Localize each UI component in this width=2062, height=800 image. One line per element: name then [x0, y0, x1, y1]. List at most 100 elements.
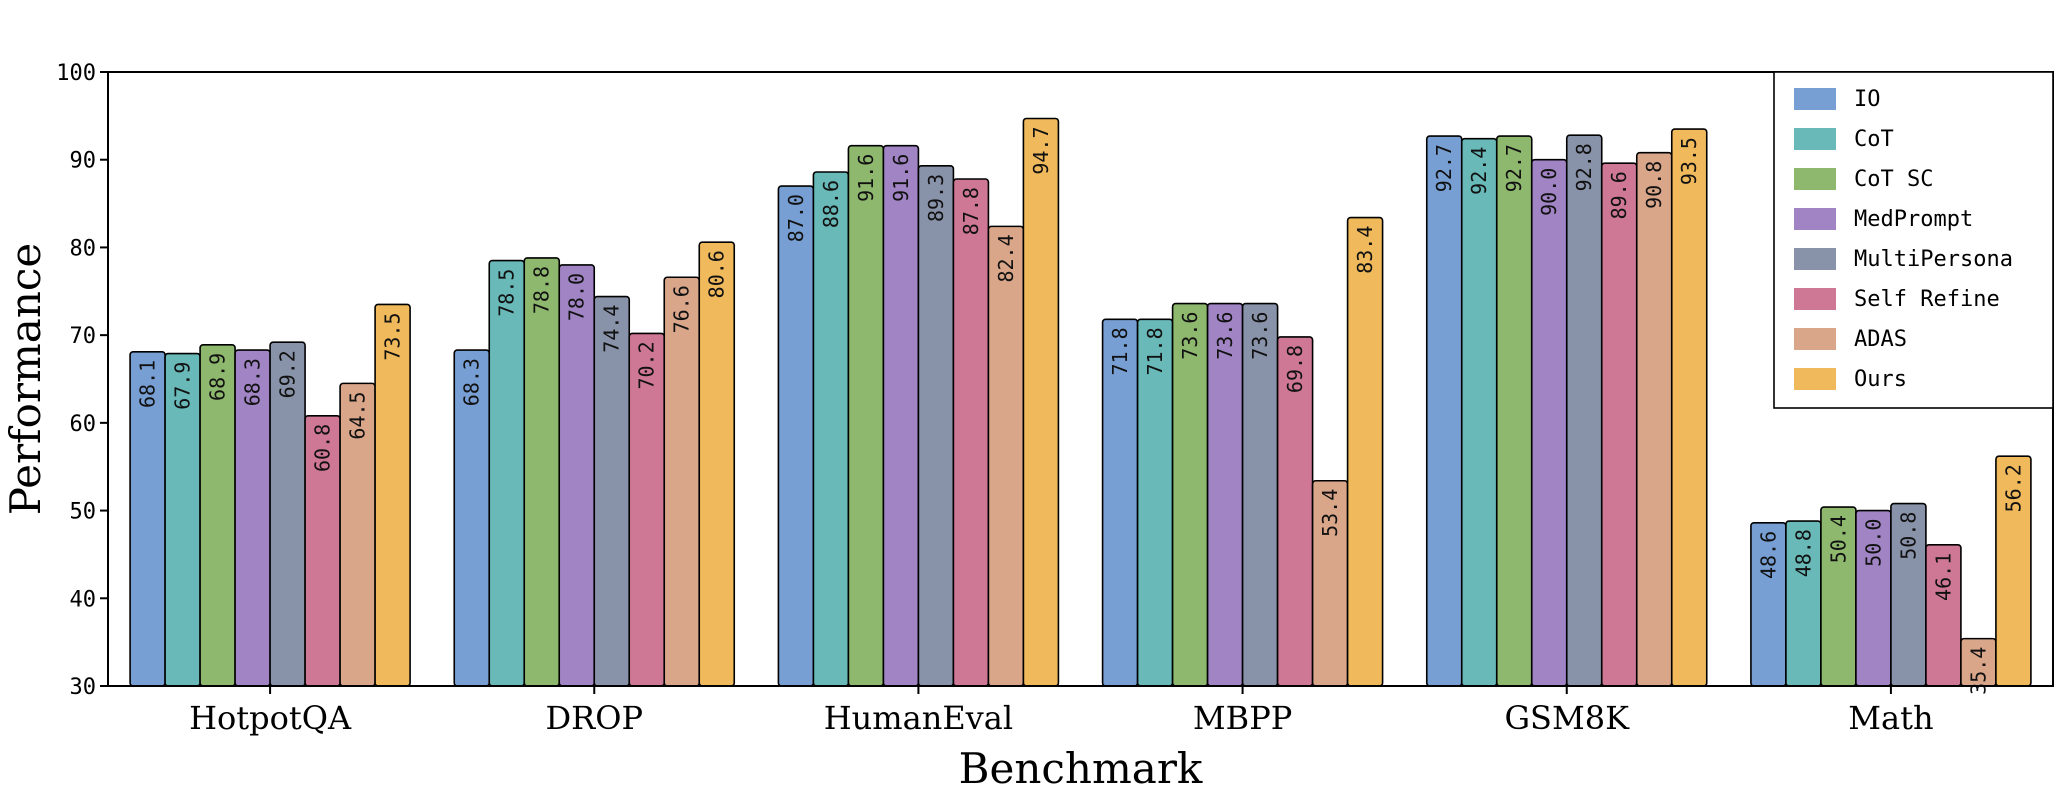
- y-tick-label: 80: [70, 236, 97, 261]
- y-tick-label: 90: [70, 149, 97, 174]
- bar-cot-drop: [488, 259, 526, 687]
- bar-ours-gsm8k: [1670, 128, 1708, 687]
- y-tick-label: 60: [70, 412, 97, 437]
- y-axis-title: Performance: [1, 243, 50, 516]
- bar-value-label: 35.4: [1966, 647, 1990, 695]
- bar-value-label: 91.6: [854, 154, 878, 202]
- bar-labels-layer: 68.1 67.9 68.9 68.3 69.2 60.8 64.5 73.5 68.3 78.5…: [136, 126, 2026, 694]
- legend-label: MedPrompt: [1854, 207, 1973, 232]
- bar-value-label: 50.4: [1826, 515, 1850, 563]
- bar-value-label: 91.6: [889, 154, 913, 202]
- bar-value-label: 70.2: [635, 341, 659, 389]
- bar-medprompt-gsm8k: [1530, 158, 1568, 687]
- bar-value-label: 78.5: [495, 269, 519, 317]
- x-tick-label: Math: [1848, 699, 1933, 737]
- bar-value-label: 48.6: [1756, 531, 1780, 579]
- bar-value-label: 92.7: [1502, 144, 1526, 192]
- y-tick-label: 100: [56, 61, 96, 86]
- bar-io-humaneval: [777, 185, 815, 687]
- y-tick-label: 70: [70, 324, 97, 349]
- bar-self-refine-gsm8k: [1600, 162, 1638, 687]
- legend-label: IO: [1854, 87, 1881, 112]
- bar-value-label: 90.8: [1642, 161, 1666, 209]
- x-tick-label: HotpotQA: [189, 699, 352, 737]
- bars-layer: [129, 117, 2032, 687]
- bar-value-label: 71.8: [1143, 327, 1167, 375]
- bar-value-label: 53.4: [1318, 489, 1342, 537]
- legend-label: CoT SC: [1854, 167, 1933, 192]
- bar-value-label: 73.6: [1213, 312, 1237, 360]
- bar-value-label: 90.0: [1537, 168, 1561, 216]
- bar-adas-humaneval: [987, 225, 1025, 687]
- bar-value-label: 78.0: [565, 273, 589, 321]
- bar-medprompt-drop: [558, 264, 596, 687]
- bar-cot-sc-drop: [523, 257, 561, 687]
- y-tick-label: 40: [70, 587, 97, 612]
- bar-cot-sc-humaneval: [847, 144, 885, 687]
- bar-value-label: 68.3: [460, 358, 484, 406]
- bar-ours-hotpotqa: [374, 303, 411, 687]
- legend-label: CoT: [1854, 127, 1894, 152]
- legend: IO CoT CoT SC MedPrompt MultiPersona Self Ref…: [1773, 71, 2054, 409]
- bar-value-label: 83.4: [1353, 226, 1377, 274]
- legend-swatch: [1794, 368, 1836, 390]
- bar-value-label: 73.6: [1178, 312, 1202, 360]
- bar-cot-sc-mbpp: [1171, 302, 1209, 687]
- x-axis: HotpotQA DROP HumanEval MBPP GSM8K Math: [189, 686, 1934, 737]
- bar-ours-mbpp: [1346, 216, 1384, 687]
- bar-value-label: 82.4: [994, 234, 1018, 282]
- bar-value-label: 92.4: [1467, 147, 1491, 195]
- bar-value-label: 68.9: [206, 353, 230, 401]
- y-axis: 30 40 50 60 70 80 90 100: [56, 61, 108, 700]
- bar-value-label: 60.8: [311, 424, 335, 472]
- bar-value-label: 73.6: [1248, 312, 1272, 360]
- legend-swatch: [1794, 208, 1836, 230]
- bar-ours-drop: [698, 241, 736, 687]
- bar-io-gsm8k: [1425, 135, 1463, 687]
- x-axis-title: Benchmark: [959, 744, 1203, 793]
- bar-adas-drop: [663, 276, 701, 687]
- bar-self-refine-humaneval: [952, 178, 990, 687]
- bar-adas-gsm8k: [1635, 151, 1673, 687]
- bar-value-label: 64.5: [346, 391, 370, 439]
- bar-cot-sc-gsm8k: [1495, 135, 1533, 687]
- x-tick-label: HumanEval: [824, 699, 1013, 737]
- bar-value-label: 78.8: [530, 266, 554, 314]
- x-tick-label: GSM8K: [1504, 699, 1630, 737]
- bar-value-label: 74.4: [600, 305, 624, 353]
- bar-value-label: 76.6: [670, 285, 694, 333]
- bar-value-label: 92.8: [1572, 143, 1596, 191]
- bar-value-label: 68.3: [241, 358, 265, 406]
- legend-frame: [1773, 71, 2054, 409]
- y-tick-label: 50: [70, 500, 97, 525]
- bar-multipersona-humaneval: [917, 165, 955, 687]
- bar-value-label: 50.0: [1861, 519, 1885, 567]
- bar-value-label: 93.5: [1677, 137, 1701, 185]
- bar-value-label: 56.2: [2001, 464, 2025, 512]
- bar-medprompt-mbpp: [1206, 302, 1244, 687]
- bar-value-label: 73.5: [381, 312, 405, 360]
- legend-swatch: [1794, 248, 1836, 270]
- bar-cot-humaneval: [812, 171, 850, 687]
- legend-label: Ours: [1854, 367, 1907, 392]
- legend-swatch: [1794, 168, 1836, 190]
- bar-value-label: 80.6: [705, 250, 729, 298]
- bar-multipersona-mbpp: [1241, 302, 1279, 687]
- x-tick-label: DROP: [545, 699, 643, 737]
- legend-swatch: [1794, 128, 1836, 150]
- legend-swatch: [1794, 328, 1836, 350]
- bar-value-label: 92.7: [1432, 144, 1456, 192]
- bar-value-label: 89.3: [924, 174, 948, 222]
- legend-swatch: [1794, 88, 1836, 110]
- bar-value-label: 88.6: [819, 180, 843, 228]
- bar-value-label: 50.8: [1896, 512, 1920, 560]
- bar-value-label: 46.1: [1931, 553, 1955, 601]
- bar-value-label: 69.8: [1283, 345, 1307, 393]
- legend-label: MultiPersona: [1854, 247, 2013, 272]
- bar-value-label: 67.9: [171, 362, 195, 410]
- bar-value-label: 68.1: [136, 360, 160, 408]
- bar-value-label: 94.7: [1029, 126, 1053, 174]
- bar-multipersona-gsm8k: [1565, 134, 1603, 687]
- bar-value-label: 87.8: [959, 187, 983, 235]
